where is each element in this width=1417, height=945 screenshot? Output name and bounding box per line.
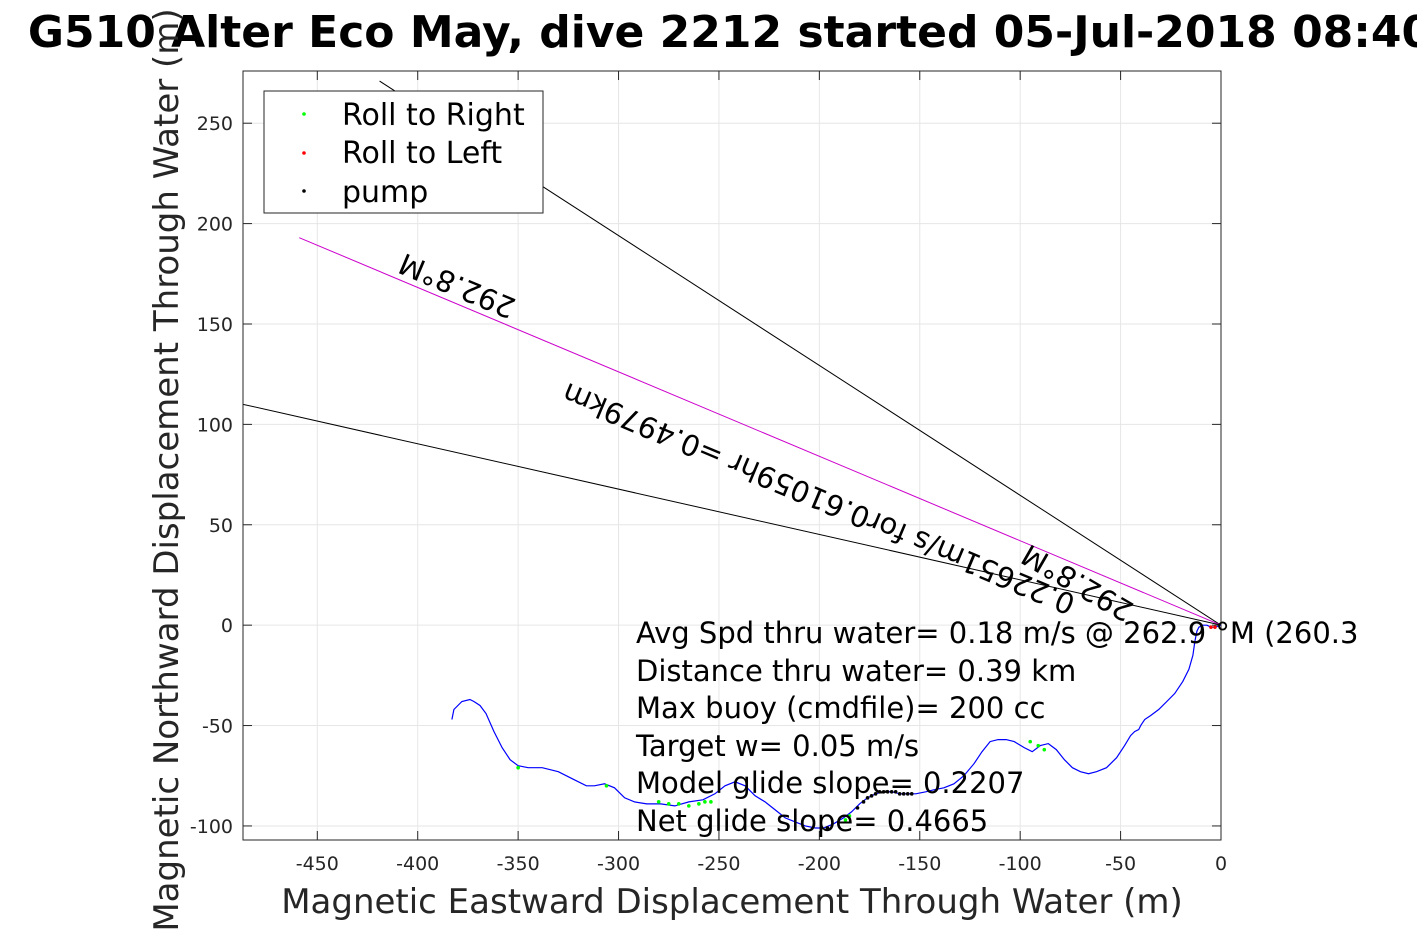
stat-net-glide-slope: Net glide slope= 0.4665 — [636, 804, 988, 838]
pump-point — [881, 790, 886, 794]
roll-right-point — [843, 818, 848, 822]
y-tick-label: 0 — [221, 615, 233, 637]
x-axis-label: Magnetic Eastward Displacement Through W… — [281, 882, 1183, 922]
roll-right-point — [709, 800, 713, 804]
x-tick-label: -100 — [999, 853, 1042, 875]
pump-point — [855, 806, 860, 810]
x-tick-label: 0 — [1215, 853, 1227, 875]
pump-point — [869, 794, 874, 798]
pump-point — [825, 826, 830, 830]
y-tick-label: 100 — [197, 414, 233, 436]
pump-point — [905, 792, 910, 796]
roll-right-point — [687, 804, 691, 808]
x-tick-label: -350 — [497, 853, 540, 875]
roll-right-point — [1028, 739, 1033, 744]
legend-marker-roll-left — [302, 151, 306, 155]
pump-point — [889, 790, 894, 794]
roll-right-point — [1036, 743, 1041, 748]
x-tick-label: -300 — [597, 853, 640, 875]
x-tick-label: -50 — [1105, 853, 1136, 875]
pump-point — [861, 800, 866, 804]
pump-point — [877, 790, 882, 794]
roll-right-point — [676, 802, 681, 806]
pump-point — [819, 826, 824, 830]
stat-avg-speed: Avg Spd thru water= 0.18 m/s @ 262.9 °M … — [636, 616, 1358, 650]
y-tick-label: 250 — [197, 113, 233, 135]
chart-title: G510 Alter Eco May, dive 2212 started 05… — [28, 7, 1417, 58]
heading-line-center — [299, 237, 1221, 626]
y-axis-label: Magnetic Northward Displacement Through … — [147, 8, 187, 931]
y-axis-ticks: -100 -50 0 50 100 150 200 250 — [190, 113, 1221, 838]
y-tick-label: 150 — [197, 314, 233, 336]
x-tick-label: -400 — [396, 853, 439, 875]
y-tick-label: -100 — [190, 816, 233, 838]
legend-label-pump: pump — [342, 175, 428, 210]
y-tick-label: -50 — [202, 716, 233, 738]
roll-left-point — [1209, 625, 1213, 629]
roll-right-point — [1042, 747, 1047, 752]
roll-right-point — [666, 802, 671, 806]
x-tick-label: -200 — [798, 853, 841, 875]
roll-left-point — [1213, 625, 1217, 629]
series-layer — [243, 80, 1221, 830]
roll-right-point — [516, 765, 520, 770]
roll-right-point — [697, 802, 701, 806]
pump-point — [901, 792, 906, 796]
pump-point — [897, 792, 902, 796]
legend-marker-pump — [302, 189, 306, 193]
pump-point — [909, 792, 914, 796]
heading-line-lower — [243, 403, 1221, 626]
stat-target-w: Target w= 0.05 m/s — [635, 729, 919, 763]
roll-right-point — [847, 814, 852, 818]
x-tick-label: -150 — [898, 853, 941, 875]
x-tick-label: -250 — [697, 853, 740, 875]
roll-right-point — [656, 800, 661, 804]
stat-model-glide-slope: Model glide slope= 0.2207 — [636, 766, 1024, 800]
legend: Roll to Right Roll to Left pump — [263, 90, 544, 214]
x-tick-label: -450 — [296, 853, 339, 875]
legend-box — [263, 90, 544, 214]
stats-block: Avg Spd thru water= 0.18 m/s @ 262.9 °M … — [635, 616, 1358, 838]
roll-right-point — [604, 783, 609, 788]
legend-label-roll-left: Roll to Left — [342, 136, 502, 171]
x-axis-ticks: -450 -400 -350 -300 -250 -200 -150 -100 -50 0 — [296, 71, 1227, 875]
pump-point — [873, 792, 878, 796]
plot-border — [242, 70, 1222, 841]
roll-right-point — [703, 800, 707, 804]
pump-point — [885, 790, 890, 794]
legend-marker-roll-right — [302, 112, 306, 116]
pump-point — [865, 796, 870, 800]
stat-distance: Distance thru water= 0.39 km — [636, 654, 1076, 688]
stat-max-buoy: Max buoy (cmdfile)= 200 cc — [636, 691, 1045, 725]
y-tick-label: 50 — [209, 515, 233, 537]
pump-point — [893, 790, 898, 794]
y-tick-label: 200 — [197, 214, 233, 236]
legend-label-roll-right: Roll to Right — [342, 98, 525, 133]
